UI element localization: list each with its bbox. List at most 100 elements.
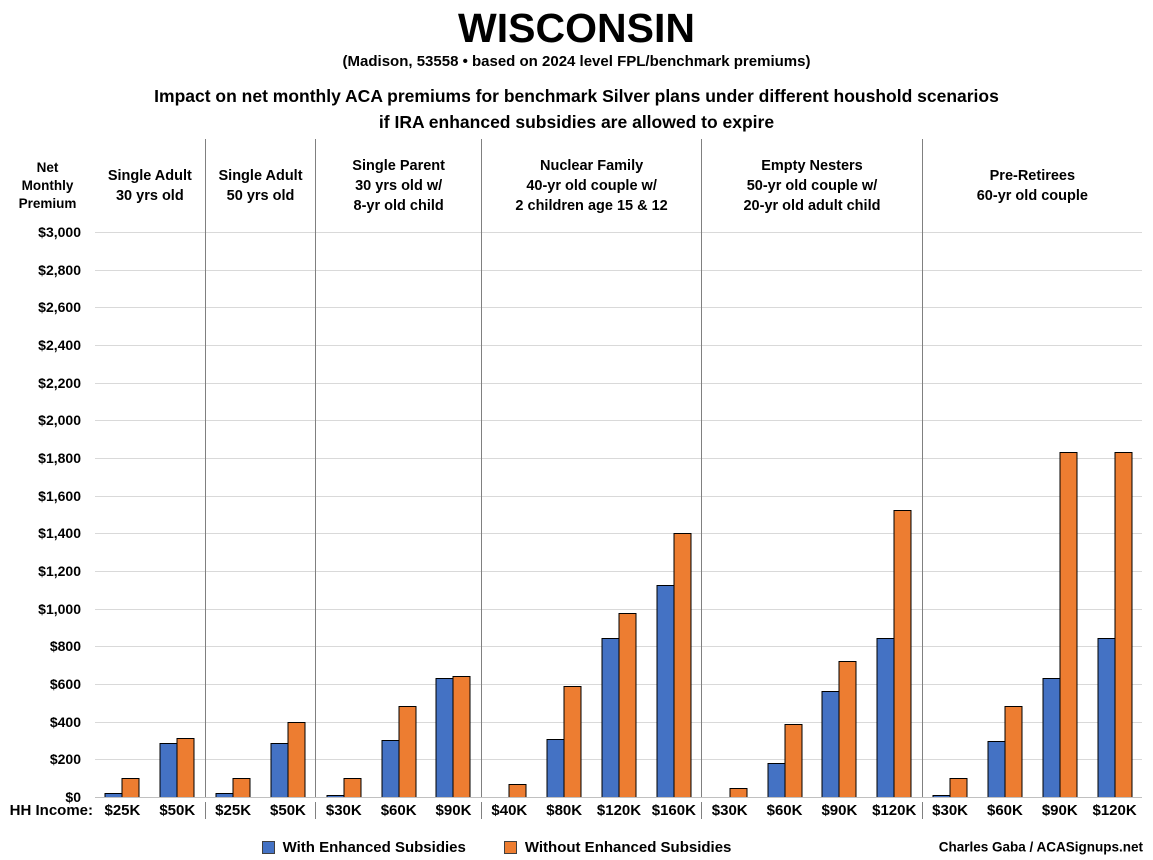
income-label: $50K <box>159 802 196 820</box>
income-group: $30K $60K $90K <box>316 802 482 820</box>
bar-category-cell <box>1087 232 1142 798</box>
gridline <box>95 420 1142 422</box>
bar-without-enhanced-subsidies <box>673 533 692 798</box>
bar-with-enhanced-subsidies <box>546 738 565 798</box>
bar-with-enhanced-subsidies <box>270 743 289 798</box>
group-header-line: 50 yrs old <box>226 187 295 204</box>
legend: With Enhanced Subsidies Without Enhanced… <box>261 838 731 856</box>
group-header-line: Single Adult <box>218 167 303 184</box>
bar-without-enhanced-subsidies <box>838 660 857 798</box>
gridline <box>95 232 1142 234</box>
bar-without-enhanced-subsidies <box>398 705 417 798</box>
bar-pair <box>987 705 1023 798</box>
legend-item-without-enhanced: Without Enhanced Subsidies <box>503 839 731 856</box>
y-axis-tick-labels: $3,000 $2,800 $2,600 $2,400 $2,200 $2,000 $1,8… <box>0 224 95 805</box>
bar-without-enhanced-subsidies <box>287 721 306 798</box>
group-header: Empty Nesters 50-yr old couple w/20-yr ol… <box>702 139 923 233</box>
chart-description: Impact on net monthly ACA premiums for b… <box>0 83 1153 135</box>
group-header-line: Empty Nesters <box>761 157 863 174</box>
group-header: Single Adult 50 yrs old <box>206 139 317 233</box>
bar-with-enhanced-subsidies <box>104 793 123 798</box>
baseline-gridline <box>95 797 1142 799</box>
bar-with-enhanced-subsidies <box>215 793 234 798</box>
group-header-line: Single Adult <box>107 167 192 184</box>
plot-group <box>923 232 1142 798</box>
income-label: $60K <box>380 802 417 820</box>
bar-pair <box>712 787 748 798</box>
bar-category-cell <box>867 232 922 798</box>
legend-label-with-enhanced: With Enhanced Subsidies <box>282 838 466 856</box>
y-tick-label: $600 <box>49 676 81 693</box>
group-header-line: 20-yr old adult child <box>743 197 881 214</box>
bar-category-cell <box>923 232 978 798</box>
bar-without-enhanced-subsidies <box>1114 452 1133 798</box>
income-label: $160K <box>651 802 696 820</box>
income-labels: $25K $50K $25K $50K $30K $60K $90K $40K $80K $120… <box>95 802 1142 820</box>
y-tick-label: $800 <box>49 638 81 655</box>
bar-without-enhanced-subsidies <box>343 778 362 798</box>
bar-without-enhanced-subsidies <box>784 723 803 798</box>
y-axis-title-line: Monthly <box>21 177 74 193</box>
bar-category-cell <box>1032 232 1087 798</box>
plot-group <box>95 232 206 798</box>
income-label: $90K <box>435 802 472 820</box>
group-header-line: Pre-Retirees <box>989 167 1076 184</box>
gridline <box>95 571 1142 573</box>
y-axis-title-line: Net <box>36 159 59 175</box>
legend-swatch-without-enhanced-icon <box>503 840 517 854</box>
bar-pair <box>876 509 912 798</box>
y-tick-label: $1,400 <box>38 525 81 542</box>
group-header-line: Single Parent <box>352 157 445 174</box>
bar-without-enhanced-subsidies <box>1059 452 1078 798</box>
bar-pair <box>656 533 692 798</box>
y-tick-label: $2,000 <box>38 412 81 429</box>
y-tick-label: $3,000 <box>38 224 81 241</box>
y-axis-title-cell: Net Monthly Premium <box>0 139 95 232</box>
income-label: $120K <box>1092 802 1137 820</box>
plot-group <box>482 232 703 798</box>
bar-with-enhanced-subsidies <box>159 743 178 798</box>
group-header: Nuclear Family 40-yr old couple w/2 child… <box>482 139 703 233</box>
plot-group <box>316 232 482 798</box>
income-label: $25K <box>104 802 141 820</box>
gridline <box>95 533 1142 535</box>
income-label: $120K <box>872 802 917 820</box>
bar-with-enhanced-subsidies <box>821 690 840 798</box>
bar-with-enhanced-subsidies <box>987 740 1006 798</box>
income-label: $25K <box>215 802 252 820</box>
plot-row: $3,000 $2,800 $2,600 $2,400 $2,200 $2,000 $1,8… <box>0 224 1142 805</box>
bar-category-cell <box>537 232 592 798</box>
plot-group <box>206 232 317 798</box>
bar-pair <box>270 721 306 798</box>
bar-without-enhanced-subsidies <box>618 613 637 798</box>
gridline <box>95 269 1142 271</box>
page-title: WISCONSIN <box>458 5 695 51</box>
bar-pair <box>492 783 527 798</box>
bar-with-enhanced-subsidies <box>656 585 675 798</box>
gridline <box>95 345 1142 347</box>
income-row: HH Income: $25K $50K $25K $50K $30K $60K $90K $… <box>0 797 1142 824</box>
y-tick-label: $1,800 <box>38 450 81 467</box>
hh-income-label: HH Income: <box>9 802 93 820</box>
bar-category-cell <box>371 232 426 798</box>
bar-pair <box>1097 452 1133 798</box>
bar-pair <box>159 737 195 798</box>
income-group: $40K $80K $120K $160K <box>482 802 703 820</box>
bar-without-enhanced-subsidies <box>121 778 140 798</box>
income-label: $30K <box>711 802 748 820</box>
group-headers: Single Adult 30 yrs old Single Adult 50 yrs… <box>95 139 1142 233</box>
page-subtitle: (Madison, 53558 • based on 2024 level FP… <box>342 53 811 71</box>
bar-with-enhanced-subsidies <box>876 637 895 798</box>
income-label: $30K <box>325 802 362 820</box>
bar-with-enhanced-subsidies <box>601 637 620 798</box>
bar-with-enhanced-subsidies <box>932 795 951 798</box>
bar-pair <box>821 660 857 798</box>
bar-category-cell <box>426 232 481 798</box>
bar-category-cell <box>150 232 205 798</box>
bar-with-enhanced-subsidies <box>381 739 400 798</box>
group-header: Single Adult 30 yrs old <box>95 139 206 233</box>
bar-category-cell <box>95 232 150 798</box>
y-tick-label: $1,200 <box>38 563 81 580</box>
income-label: $30K <box>932 802 968 820</box>
bar-pair <box>767 723 803 798</box>
